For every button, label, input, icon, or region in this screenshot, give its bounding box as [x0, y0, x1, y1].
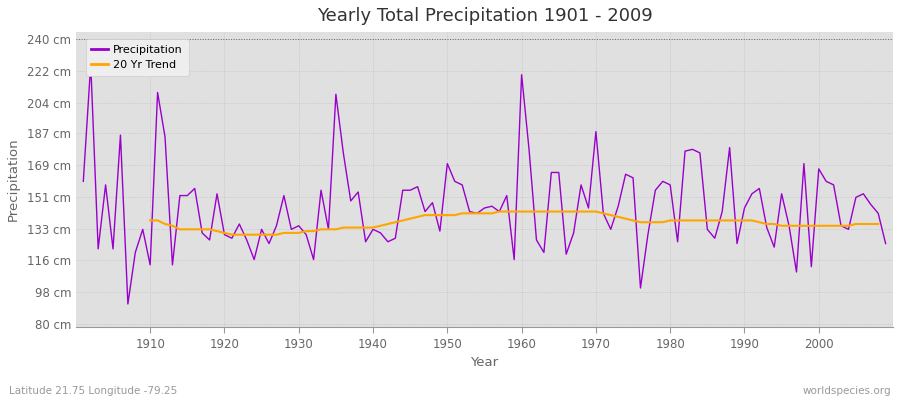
- Title: Yearly Total Precipitation 1901 - 2009: Yearly Total Precipitation 1901 - 2009: [317, 7, 652, 25]
- Y-axis label: Precipitation: Precipitation: [7, 138, 20, 221]
- Text: worldspecies.org: worldspecies.org: [803, 386, 891, 396]
- X-axis label: Year: Year: [471, 356, 499, 369]
- Legend: Precipitation, 20 Yr Trend: Precipitation, 20 Yr Trend: [86, 39, 189, 76]
- Text: Latitude 21.75 Longitude -79.25: Latitude 21.75 Longitude -79.25: [9, 386, 177, 396]
